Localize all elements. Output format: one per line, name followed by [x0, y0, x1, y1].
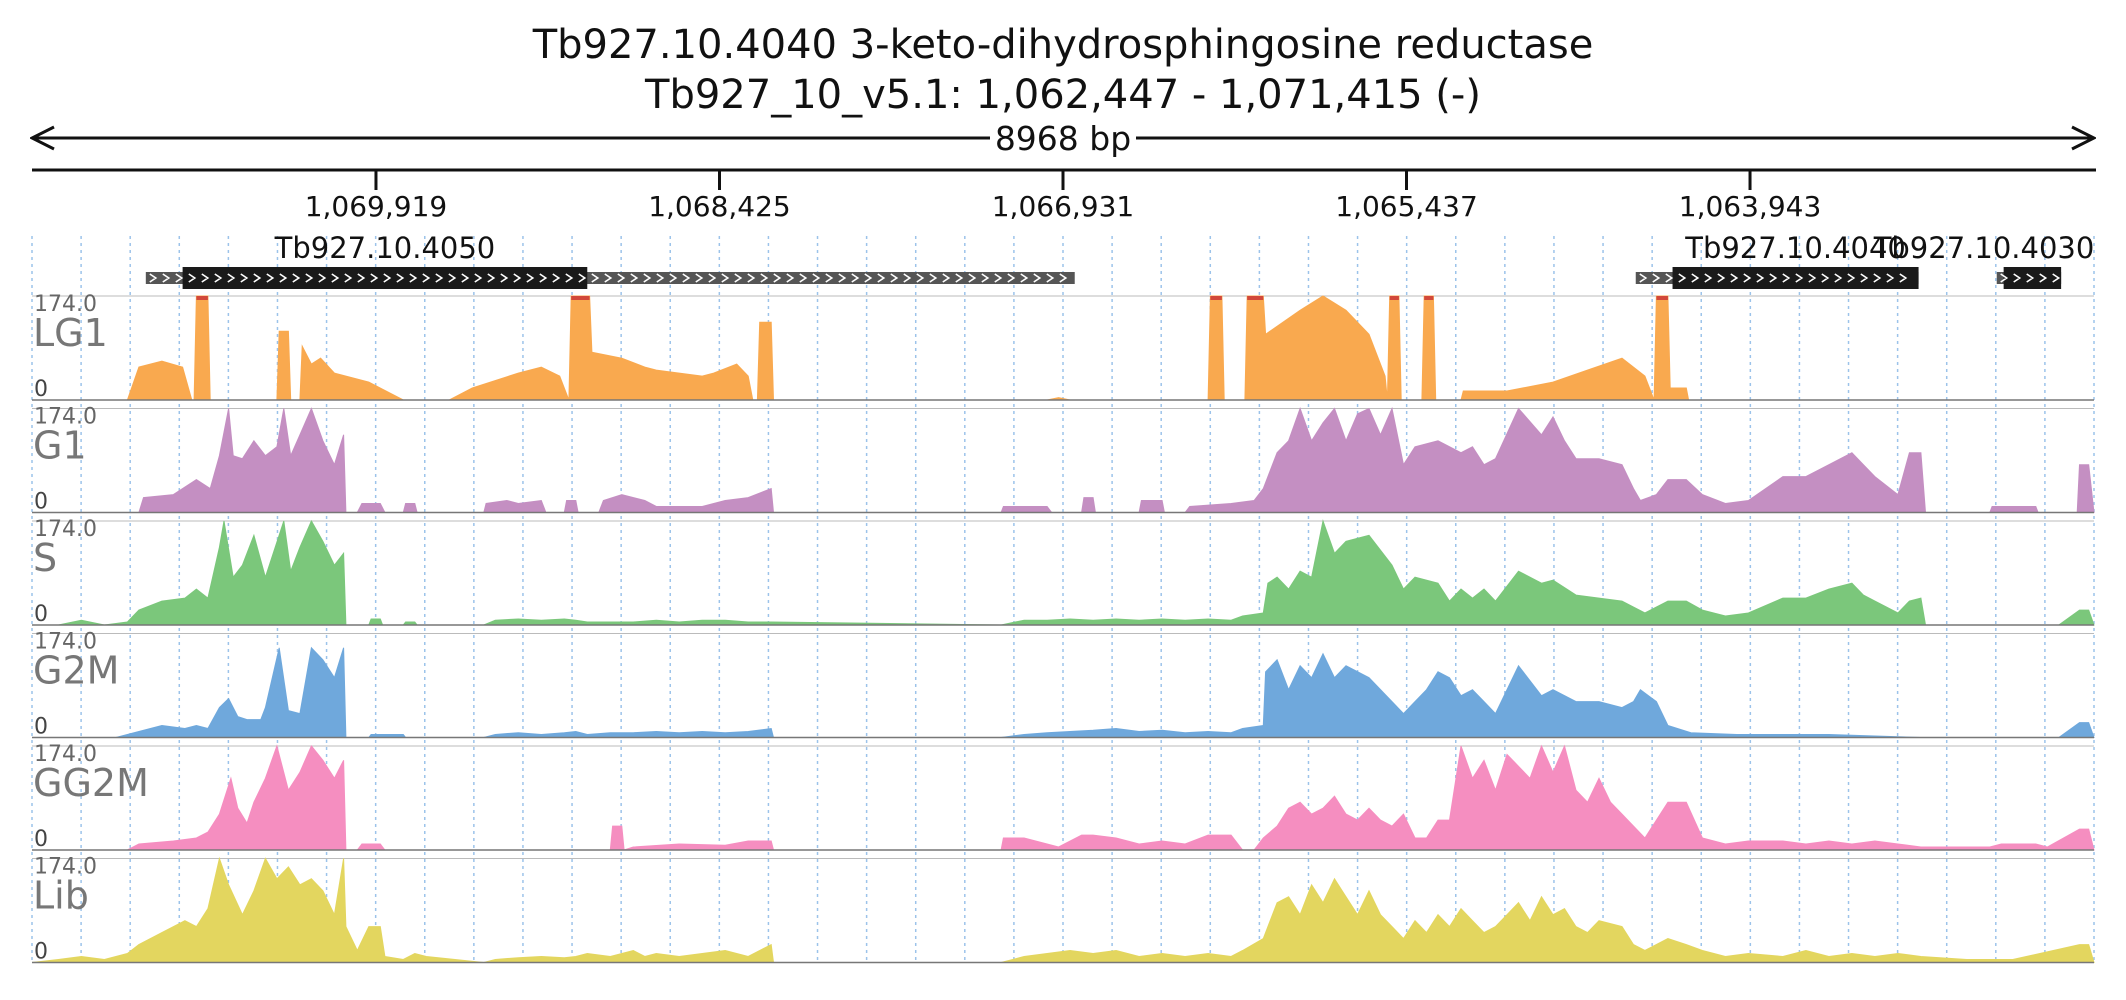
coverage-area	[32, 744, 2095, 851]
gene-label: Tb927.10.4050	[274, 231, 496, 265]
track-min-label: 0	[34, 715, 48, 740]
track-min-label: 0	[34, 377, 48, 402]
track-min-label: 0	[34, 602, 48, 627]
overflow-marker	[1389, 296, 1399, 300]
track-name: Lib	[33, 874, 89, 918]
coordinate-tick-label: 1,069,919	[305, 190, 448, 223]
strand-arrows	[2000, 273, 2061, 283]
coordinate-tick-label: 1,063,943	[1679, 190, 1822, 223]
overflow-marker	[1656, 296, 1668, 300]
overflow-marker	[196, 296, 208, 300]
track-max-label: 174.0	[34, 855, 97, 880]
track-max-label: 174.0	[34, 742, 97, 767]
coverage-track-gg2m: 174.0 0 GG2M	[32, 742, 2095, 852]
coverage-track-s: 174.0 0 S	[32, 517, 2095, 627]
track-name: S	[33, 536, 57, 580]
gene-feature[interactable]: Tb927.10.4050	[145, 231, 1075, 289]
track-max-label: 174.0	[34, 405, 97, 430]
span-label: 8968 bp	[995, 119, 1131, 158]
overflow-marker	[1247, 296, 1264, 300]
span-label-bg	[990, 120, 1136, 156]
strand-arrows	[1639, 273, 1908, 283]
strand-arrows	[149, 273, 1068, 283]
locus-title: Tb927_10_v5.1: 1,062,447 - 1,071,415 (-)	[644, 72, 1481, 118]
track-min-label: 0	[34, 827, 48, 852]
coverage-tracks: 174.00LG1174.00G1174.00S174.00G2M174.00G…	[31, 292, 2095, 965]
track-name: GG2M	[33, 761, 149, 805]
coordinate-tick-label: 1,065,437	[1335, 190, 1478, 223]
coordinate-ticks: 1,069,919 1,068,425 1,066,931 1,065,437 1,06…	[305, 170, 1822, 223]
gene-title: Tb927.10.4040 3-keto-dihydrosphingosine …	[532, 22, 1594, 68]
coverage-track-g2m: 174.0 0 G2M	[32, 630, 2095, 740]
coverage-track-lg1: 174.0 0 LG1	[32, 292, 2094, 402]
gene-feature[interactable]: Tb927.10.4030	[1873, 231, 2095, 289]
track-min-label: 0	[34, 940, 48, 965]
gene-feature[interactable]: Tb927.10.4040	[1635, 231, 1919, 289]
track-max-label: 174.0	[34, 292, 97, 317]
track-name: LG1	[33, 311, 108, 355]
gene-cds	[182, 267, 588, 289]
track-max-label: 174.0	[34, 517, 97, 542]
overflow-marker	[1210, 296, 1222, 300]
gene-label: Tb927.10.4030	[1873, 231, 2095, 265]
track-min-label: 0	[34, 490, 48, 515]
gene-cds	[1672, 267, 1919, 289]
coverage-area	[31, 856, 2095, 964]
coordinate-tick-label: 1,068,425	[648, 190, 791, 223]
span-ruler: 8968 bp	[32, 119, 2094, 158]
coverage-area	[32, 519, 2095, 626]
overflow-marker	[1424, 296, 1434, 300]
gene-label: Tb927.10.4040	[1684, 231, 1906, 265]
coordinate-tick-label: 1,066,931	[992, 190, 1135, 223]
track-name: G1	[33, 424, 87, 468]
coverage-area	[32, 406, 2095, 513]
track-name: G2M	[33, 649, 119, 693]
overflow-marker	[571, 296, 590, 300]
coverage-track-lib: 174.0 0 Lib	[31, 855, 2095, 965]
coverage-track-g1: 174.0 0 G1	[32, 405, 2095, 515]
track-max-label: 174.0	[34, 630, 97, 655]
coverage-area	[32, 646, 2095, 738]
